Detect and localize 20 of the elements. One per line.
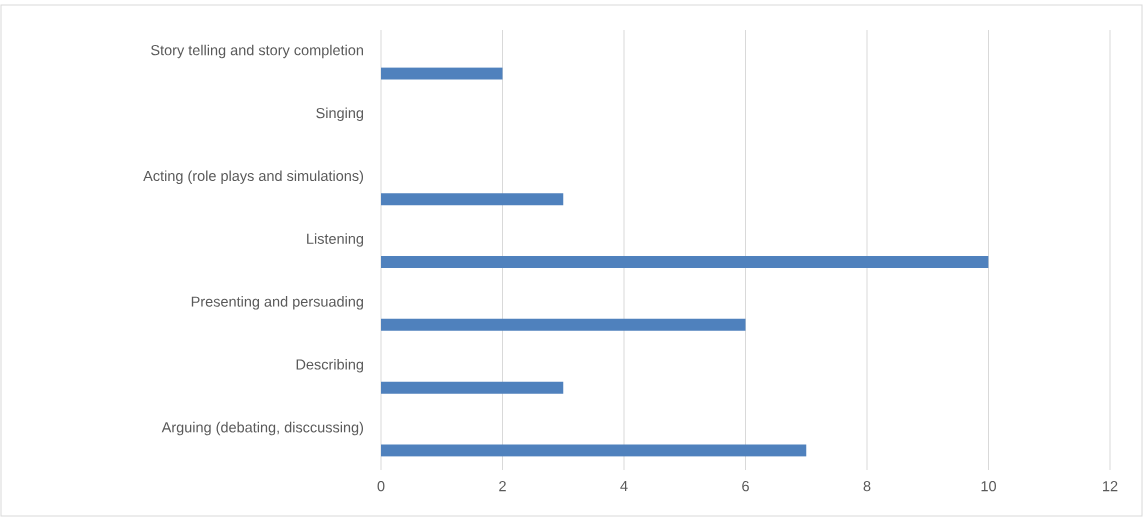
y-tick-label: Singing (316, 107, 364, 122)
x-tick-label: 6 (742, 481, 749, 492)
x-tick-label: 8 (863, 481, 871, 492)
x-tick-label: 4 (620, 481, 628, 492)
y-tick-label: Story telling and story completion (151, 44, 363, 59)
y-tick-label: Listening (307, 233, 364, 247)
bar (381, 444, 807, 457)
bar (381, 256, 989, 268)
y-tick-label: Arguing (debating, disccussing) (161, 421, 364, 436)
bar (381, 318, 746, 331)
bar (381, 381, 564, 394)
x-tick-label: 12 (1103, 481, 1118, 492)
x-tick-label: 0 (377, 481, 385, 492)
y-tick-label: Acting (role plays and simulations) (143, 170, 364, 184)
bar (381, 67, 503, 80)
x-tick-label: 2 (499, 481, 506, 492)
y-tick-label: Presenting and persuading (191, 296, 363, 310)
bar (381, 193, 564, 206)
x-tick-label: 10 (981, 481, 996, 492)
y-tick-label: Describing (296, 358, 364, 373)
